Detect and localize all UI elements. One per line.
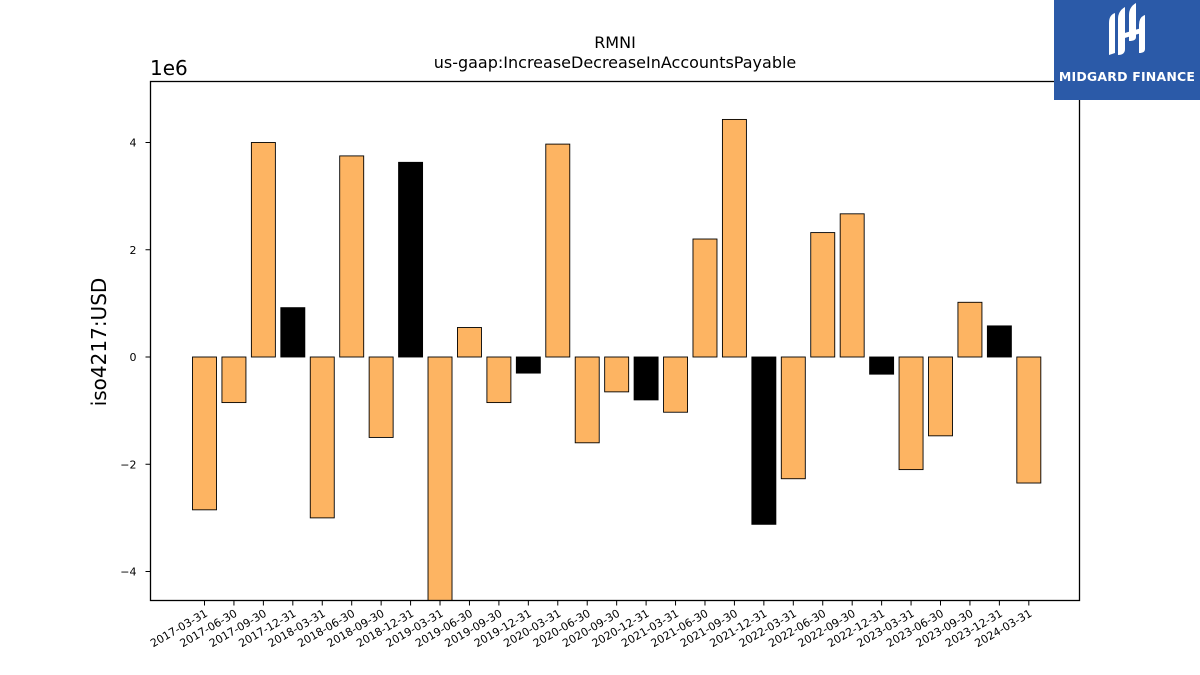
bar-2018-06-30 [339, 155, 365, 358]
bar-2018-12-31 [398, 161, 424, 358]
bar-2019-06-30 [457, 327, 482, 358]
bar-2020-06-30 [574, 356, 600, 444]
bar-2017-12-31 [280, 307, 306, 358]
bar-2023-09-30 [957, 301, 983, 358]
y-tick-label: −4 [120, 566, 136, 579]
bar-2020-12-31 [633, 356, 659, 401]
bar-2017-06-30 [221, 356, 247, 404]
bar-2022-12-31 [869, 356, 895, 375]
bar-2020-09-30 [604, 356, 630, 393]
y-axis-ticks: −4 −2 0 2 4 [120, 137, 151, 579]
y-axis-label: iso4217:USD [87, 278, 111, 407]
y-tick-label: 0 [130, 351, 137, 364]
bar-2021-09-30 [721, 118, 747, 358]
bar-2017-03-31 [192, 356, 217, 511]
y-tick-label: 4 [130, 137, 137, 150]
logo-text: MIDGARD FINANCE [1058, 69, 1196, 84]
x-axis-ticks: 2017-03-312017-06-302017-09-302017-12-31… [148, 600, 1034, 650]
chart-subtitle: us-gaap:IncreaseDecreaseInAccountsPayabl… [434, 53, 797, 72]
bar-2022-03-31 [780, 356, 806, 480]
brand-logo: MIDGARD FINANCE [1054, 0, 1200, 100]
y-tick-label: 2 [130, 244, 137, 257]
bar-2024-03-31 [1016, 356, 1042, 484]
bar-2021-12-31 [751, 356, 777, 525]
y-multiplier-label: 1e6 [150, 56, 188, 80]
y-tick-label: −2 [120, 458, 136, 471]
bar-2023-06-30 [928, 356, 953, 437]
bar-2019-03-31 [427, 356, 453, 601]
bar-2023-12-31 [986, 325, 1012, 358]
bar-2018-03-31 [309, 356, 335, 519]
bar-2018-09-30 [368, 356, 394, 438]
logo-mark-icon [1109, 3, 1145, 55]
bar-2017-09-30 [250, 142, 276, 358]
bar-2019-09-30 [486, 356, 512, 404]
chart-title: RMNI [594, 33, 636, 52]
bar-2023-03-31 [898, 356, 924, 471]
plot-frame [149, 80, 1081, 602]
bar-2019-12-31 [515, 356, 541, 374]
bars-group [192, 118, 1042, 601]
bar-2021-06-30 [692, 238, 718, 358]
bar-2021-03-31 [663, 356, 688, 413]
bar-2020-03-31 [545, 143, 571, 358]
bar-2022-06-30 [810, 232, 836, 358]
bar-2022-09-30 [839, 213, 865, 358]
